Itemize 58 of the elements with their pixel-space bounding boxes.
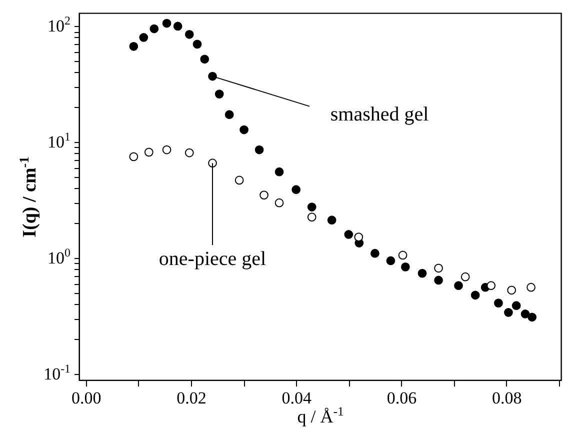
point <box>507 286 516 295</box>
point <box>139 33 148 42</box>
point <box>344 230 354 239</box>
point <box>208 72 217 81</box>
x-tick-label: 0.00 <box>71 388 102 408</box>
point <box>386 256 396 266</box>
point <box>192 40 202 49</box>
y-tick-label: 10$^{0}$ <box>48 246 71 268</box>
point <box>494 298 503 308</box>
point <box>470 290 480 300</box>
x-axis-title: q / Å$^{-1}$ <box>297 404 344 426</box>
point <box>512 301 521 310</box>
point <box>200 54 210 64</box>
point <box>129 42 138 51</box>
point <box>254 145 264 154</box>
point <box>400 262 410 272</box>
annotation: one-piece gel <box>158 248 267 270</box>
point <box>234 176 244 185</box>
point <box>434 264 443 273</box>
point <box>370 248 380 258</box>
point <box>398 250 408 260</box>
point <box>418 268 427 278</box>
point <box>354 232 364 242</box>
point <box>504 308 513 317</box>
y-tick-label: 10$^{2}$ <box>48 14 71 36</box>
x-tick-label: 0.04 <box>282 388 312 408</box>
point <box>486 281 496 290</box>
x-tick-label: 0.06 <box>386 388 417 408</box>
point <box>274 198 284 208</box>
point <box>184 148 194 158</box>
point <box>184 30 194 39</box>
point <box>307 212 316 222</box>
point <box>129 152 138 162</box>
point <box>224 110 234 120</box>
point <box>528 312 537 322</box>
y-tick-label: 10$^{1}$ <box>48 130 71 152</box>
point <box>434 276 443 285</box>
point <box>327 216 336 225</box>
point <box>162 145 172 154</box>
x-tick-label: 0.02 <box>176 388 206 408</box>
y-tick-label: 10$^{-1}$ <box>44 362 71 384</box>
point <box>162 18 172 28</box>
point <box>260 190 268 200</box>
point <box>214 90 224 98</box>
point <box>240 125 248 134</box>
point <box>292 185 301 194</box>
point <box>274 167 284 176</box>
point <box>208 158 217 168</box>
point <box>526 282 536 292</box>
x-tick-label: 0.08 <box>492 388 522 408</box>
point <box>460 272 470 282</box>
point <box>150 24 159 34</box>
point <box>307 202 316 212</box>
point <box>454 281 463 290</box>
point <box>520 310 530 318</box>
annotation: smashed gel <box>330 103 430 126</box>
point <box>173 22 182 31</box>
point <box>144 148 154 157</box>
